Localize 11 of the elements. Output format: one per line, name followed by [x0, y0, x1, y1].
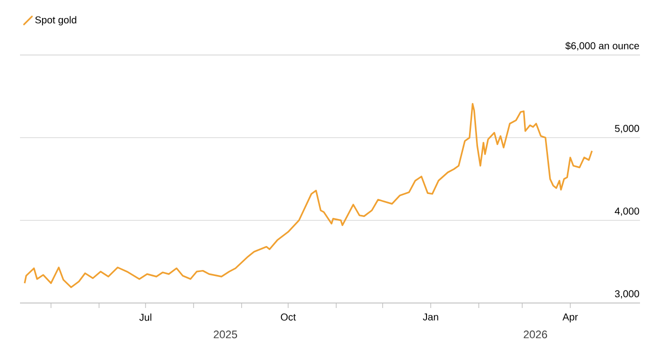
- legend-label: Spot gold: [35, 16, 76, 26]
- text: 2026: [524, 330, 548, 338]
- y-tick-label: 5,000: [614, 124, 640, 134]
- y-tick-label: $6,000 an ounce: [565, 42, 640, 50]
- x-tick-label: Jul: [139, 314, 152, 321]
- x-tick-label: Jan: [422, 314, 438, 320]
- y-tick-label: 4,000: [614, 208, 640, 216]
- x-tick-label: Oct: [280, 314, 296, 321]
- text: 2025: [214, 330, 238, 338]
- x-tick-label: Apr: [562, 314, 578, 322]
- y-tick-label: 3,000: [614, 290, 640, 298]
